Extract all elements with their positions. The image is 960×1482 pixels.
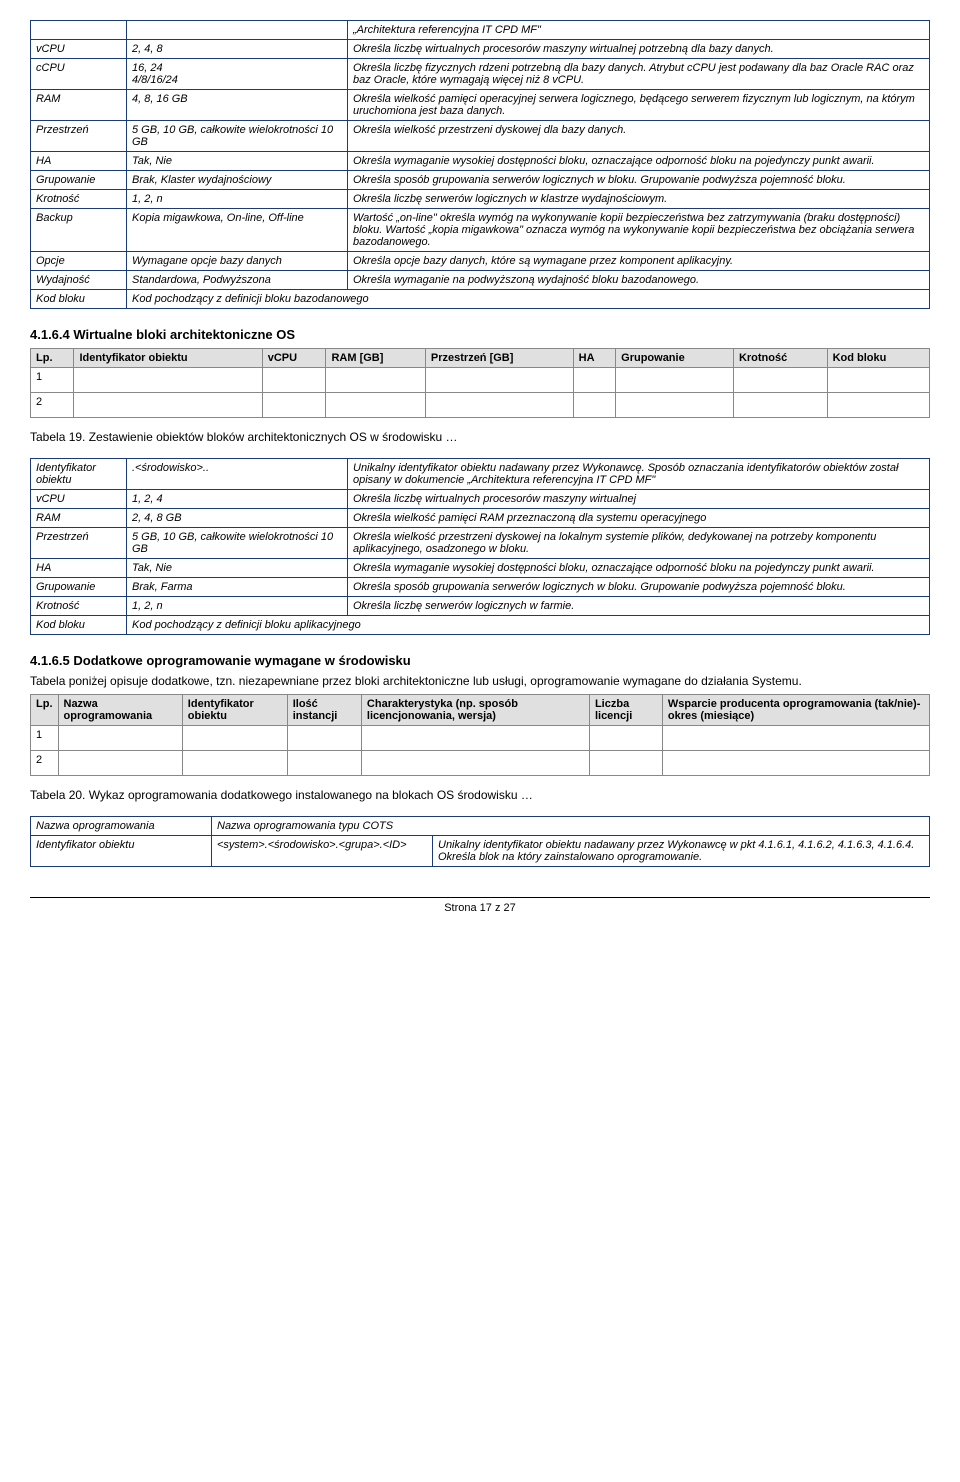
intro-additional-software: Tabela poniżej opisuje dodatkowe, tzn. n…	[30, 674, 930, 688]
cell: Wydajność	[31, 271, 127, 290]
cell: Określa liczbę serwerów logicznych w kla…	[348, 190, 930, 209]
table-software-id: Nazwa oprogramowania Nazwa oprogramowani…	[30, 816, 930, 867]
col-header: HA	[573, 349, 615, 368]
page-footer: Strona 17 z 27	[30, 897, 930, 914]
cell: Krotność	[31, 190, 127, 209]
cell: 2	[31, 393, 74, 418]
cell: 16, 244/8/16/24	[127, 59, 348, 90]
cell: 2	[31, 751, 59, 776]
cell: RAM	[31, 509, 127, 528]
cell: Standardowa, Podwyższona	[127, 271, 348, 290]
col-header: Wsparcie producenta oprogramowania (tak/…	[662, 695, 929, 726]
caption-table-19: Tabela 19. Zestawienie obiektów bloków a…	[30, 430, 930, 444]
table-additional-software: Lp.Nazwa oprogramowaniaIdentyfikator obi…	[30, 694, 930, 776]
cell: Nazwa oprogramowania typu COTS	[212, 817, 930, 836]
cell: 1, 2, n	[127, 190, 348, 209]
cell: Określa liczbę fizycznych rdzeni potrzeb…	[348, 59, 930, 90]
col-header: vCPU	[262, 349, 326, 368]
cell: HA	[31, 559, 127, 578]
col-header: Liczba licencji	[589, 695, 662, 726]
col-header: Charakterystyka (np. sposób licencjonowa…	[361, 695, 589, 726]
cell: Tak, Nie	[127, 152, 348, 171]
cell: Brak, Farma	[127, 578, 348, 597]
cell: 1, 2, n	[127, 597, 348, 616]
cell: Krotność	[31, 597, 127, 616]
cell: Kod pochodzący z definicji bloku bazodan…	[127, 290, 930, 309]
cell: Wymagane opcje bazy danych	[127, 252, 348, 271]
cell: „Architektura referencyjna IT CPD MF"	[348, 21, 930, 40]
caption-table-20: Tabela 20. Wykaz oprogramowania dodatkow…	[30, 788, 930, 802]
cell: Określa wielkość przestrzeni dyskowej dl…	[348, 121, 930, 152]
col-header: Grupowanie	[616, 349, 734, 368]
cell: 2, 4, 8	[127, 40, 348, 59]
cell: Określa wymaganie wysokiej dostępności b…	[348, 559, 930, 578]
cell: cCPU	[31, 59, 127, 90]
cell: Wartość „on-line" określa wymóg na wykon…	[348, 209, 930, 252]
cell: RAM	[31, 90, 127, 121]
cell: Określa opcje bazy danych, które są wyma…	[348, 252, 930, 271]
cell: <system>.<środowisko>.<grupa>.<ID>	[212, 836, 433, 867]
cell: Unikalny identyfikator obiektu nadawany …	[433, 836, 930, 867]
cell: Określa wielkość pamięci operacyjnej ser…	[348, 90, 930, 121]
cell: Określa liczbę wirtualnych procesorów ma…	[348, 40, 930, 59]
cell: Określa liczbę wirtualnych procesorów ma…	[348, 490, 930, 509]
col-header: Kod bloku	[827, 349, 929, 368]
cell: 5 GB, 10 GB, całkowite wielokrotności 10…	[127, 121, 348, 152]
col-header: Ilość instancji	[287, 695, 361, 726]
heading-os-blocks: 4.1.6.4 Wirtualne bloki architektoniczne…	[30, 327, 930, 342]
cell: Identyfikator obiektu	[31, 836, 212, 867]
cell: Identyfikator obiektu	[31, 459, 127, 490]
cell: Przestrzeń	[31, 121, 127, 152]
cell: HA	[31, 152, 127, 171]
cell: Unikalny identyfikator obiektu nadawany …	[348, 459, 930, 490]
cell: .<środowisko>..	[127, 459, 348, 490]
cell: vCPU	[31, 40, 127, 59]
col-header: Identyfikator obiektu	[74, 349, 262, 368]
cell: 5 GB, 10 GB, całkowite wielokrotności 10…	[127, 528, 348, 559]
cell: 1	[31, 726, 59, 751]
cell: Backup	[31, 209, 127, 252]
cell: Grupowanie	[31, 578, 127, 597]
cell: Kod pochodzący z definicji bloku aplikac…	[127, 616, 930, 635]
cell: Określa liczbę serwerów logicznych w far…	[348, 597, 930, 616]
cell: Opcje	[31, 252, 127, 271]
cell: Kod bloku	[31, 290, 127, 309]
cell: 2, 4, 8 GB	[127, 509, 348, 528]
cell: Brak, Klaster wydajnościowy	[127, 171, 348, 190]
cell: Kod bloku	[31, 616, 127, 635]
cell: vCPU	[31, 490, 127, 509]
cell: Określa wielkość pamięci RAM przeznaczon…	[348, 509, 930, 528]
cell: Określa sposób grupowania serwerów logic…	[348, 171, 930, 190]
cell	[127, 21, 348, 40]
col-header: Nazwa oprogramowania	[58, 695, 182, 726]
cell	[31, 21, 127, 40]
cell: Tak, Nie	[127, 559, 348, 578]
col-header: Lp.	[31, 349, 74, 368]
table-db-attributes: „Architektura referencyjna IT CPD MF" vCP…	[30, 20, 930, 309]
table-os-attributes: Identyfikator obiektu.<środowisko>..Unik…	[30, 458, 930, 635]
col-header: Lp.	[31, 695, 59, 726]
heading-additional-software: 4.1.6.5 Dodatkowe oprogramowanie wymagan…	[30, 653, 930, 668]
cell: Określa wymaganie wysokiej dostępności b…	[348, 152, 930, 171]
col-header: Przestrzeń [GB]	[425, 349, 573, 368]
table-os-blocks: Lp.Identyfikator obiektuvCPURAM [GB]Prze…	[30, 348, 930, 418]
cell: Kopia migawkowa, On-line, Off-line	[127, 209, 348, 252]
col-header: RAM [GB]	[326, 349, 425, 368]
cell: Grupowanie	[31, 171, 127, 190]
col-header: Krotność	[733, 349, 827, 368]
cell: 1, 2, 4	[127, 490, 348, 509]
cell: Określa sposób grupowania serwerów logic…	[348, 578, 930, 597]
cell: Określa wymaganie na podwyższoną wydajno…	[348, 271, 930, 290]
cell: 1	[31, 368, 74, 393]
cell: Określa wielkość przestrzeni dyskowej na…	[348, 528, 930, 559]
cell: 4, 8, 16 GB	[127, 90, 348, 121]
cell: Przestrzeń	[31, 528, 127, 559]
cell: Nazwa oprogramowania	[31, 817, 212, 836]
col-header: Identyfikator obiektu	[182, 695, 287, 726]
